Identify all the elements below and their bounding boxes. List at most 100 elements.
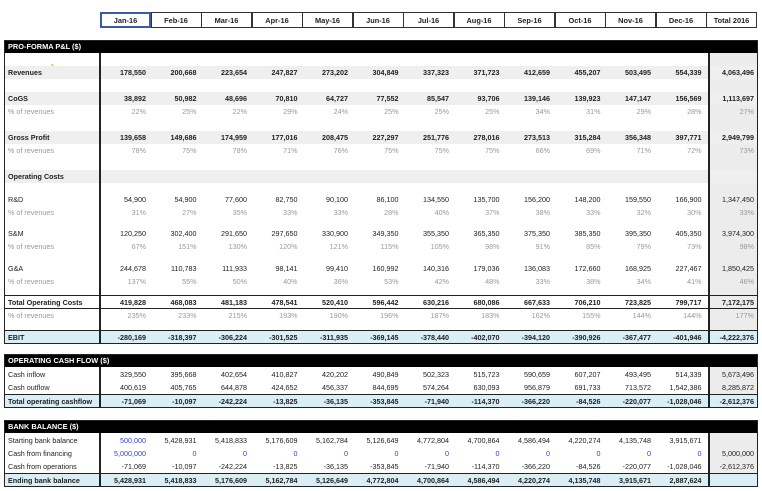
cell-dec-16[interactable]: 41% <box>687 277 702 286</box>
cell-dec-16[interactable]: 144% <box>683 311 702 320</box>
cell-aug-16[interactable]: 48% <box>485 277 500 286</box>
cell-jul-16[interactable]: 251,776 <box>423 133 449 142</box>
column-header-oct-16[interactable]: Oct-16 <box>554 12 606 28</box>
cell-apr-16[interactable]: 98,141 <box>275 264 298 273</box>
cell-total-2016[interactable]: 27% <box>739 107 754 116</box>
cell-jan-16[interactable]: 500,000 <box>120 436 146 445</box>
cell-jul-16[interactable]: 574,264 <box>423 383 449 392</box>
cell-total-2016[interactable]: 1,347,450 <box>722 195 754 204</box>
cell-oct-16[interactable]: 4,135,748 <box>568 476 601 485</box>
column-header-dec-16[interactable]: Dec-16 <box>655 12 707 28</box>
cell-aug-16[interactable]: 4,700,864 <box>467 436 500 445</box>
cell-mar-16[interactable]: 215% <box>228 311 247 320</box>
cell-sep-16[interactable]: 38% <box>535 208 550 217</box>
cell-dec-16[interactable]: 1,542,386 <box>669 383 702 392</box>
cell-total-2016[interactable]: 177% <box>735 311 754 320</box>
cell-feb-16[interactable]: 0 <box>192 449 197 458</box>
cell-sep-16[interactable]: 33% <box>535 277 550 286</box>
cell-nov-16[interactable]: -220,077 <box>622 397 651 406</box>
cell-apr-16[interactable]: 33% <box>283 208 298 217</box>
cell-jun-16[interactable]: -353,845 <box>370 462 399 471</box>
cell-feb-16[interactable]: 55% <box>182 277 197 286</box>
cell-feb-16[interactable]: 149,686 <box>170 133 197 142</box>
cell-may-16[interactable]: 121% <box>329 242 348 251</box>
cell-jul-16[interactable]: 134,550 <box>423 195 449 204</box>
cell-feb-16[interactable]: 395,668 <box>170 370 197 379</box>
cell-may-16[interactable]: 456,337 <box>322 383 348 392</box>
cell-apr-16[interactable]: 297,650 <box>271 229 298 238</box>
cell-jan-16[interactable]: 400,619 <box>120 383 146 392</box>
cell-apr-16[interactable]: 82,750 <box>275 195 298 204</box>
cell-jul-16[interactable]: 85,547 <box>427 94 449 103</box>
cell-oct-16[interactable]: 139,923 <box>574 94 601 103</box>
cell-aug-16[interactable]: 680,086 <box>473 298 500 307</box>
cell-dec-16[interactable]: 554,339 <box>675 68 702 77</box>
cell-oct-16[interactable]: 38% <box>586 277 601 286</box>
cell-apr-16[interactable]: 29% <box>283 107 298 116</box>
cell-may-16[interactable]: -36,135 <box>323 462 348 471</box>
cell-apr-16[interactable]: 5,162,784 <box>265 476 298 485</box>
cell-mar-16[interactable]: 130% <box>228 242 247 251</box>
cell-aug-16[interactable]: 371,723 <box>473 68 500 77</box>
cell-jun-16[interactable]: 490,849 <box>372 370 399 379</box>
cell-may-16[interactable]: -36,135 <box>323 397 348 406</box>
cell-sep-16[interactable]: 273,513 <box>524 133 550 142</box>
cell-oct-16[interactable]: 691,733 <box>574 383 601 392</box>
cell-feb-16[interactable]: 5,428,931 <box>164 436 197 445</box>
cell-jan-16[interactable]: 137% <box>127 277 146 286</box>
cell-mar-16[interactable]: 48,696 <box>225 94 247 103</box>
cell-nov-16[interactable]: 723,825 <box>625 298 651 307</box>
cell-apr-16[interactable]: 177,016 <box>271 133 298 142</box>
cell-may-16[interactable]: 99,410 <box>326 264 348 273</box>
cell-feb-16[interactable]: 110,783 <box>171 264 197 273</box>
column-header-total-2016[interactable]: Total 2016 <box>706 12 757 28</box>
cell-mar-16[interactable]: 78% <box>232 146 247 155</box>
cell-jun-16[interactable] <box>353 170 399 183</box>
cell-aug-16[interactable]: 278,016 <box>473 133 500 142</box>
cell-aug-16[interactable]: 4,586,494 <box>467 476 500 485</box>
cell-mar-16[interactable]: 291,650 <box>221 229 247 238</box>
cell-oct-16[interactable]: 706,210 <box>574 298 601 307</box>
cell-total-2016[interactable]: 98% <box>739 242 754 251</box>
cell-feb-16[interactable]: 25% <box>182 107 197 116</box>
cell-jul-16[interactable]: -71,940 <box>424 397 449 406</box>
cell-jan-16[interactable]: -71,069 <box>121 462 146 471</box>
cell-apr-16[interactable]: 193% <box>279 311 298 320</box>
column-header-aug-16[interactable]: Aug-16 <box>453 12 505 28</box>
cell-mar-16[interactable]: 481,183 <box>221 298 247 307</box>
cell-total-2016[interactable]: 3,974,300 <box>722 229 754 238</box>
column-header-jan-16[interactable]: Jan-16 <box>100 12 151 28</box>
cell-mar-16[interactable]: -306,224 <box>218 333 247 342</box>
cell-sep-16[interactable]: -366,220 <box>521 462 550 471</box>
cell-mar-16[interactable]: 174,959 <box>221 133 247 142</box>
cell-nov-16[interactable]: -367,477 <box>622 333 651 342</box>
cell-nov-16[interactable]: 144% <box>632 311 651 320</box>
cell-dec-16[interactable] <box>656 170 702 183</box>
comment-indicator-icon[interactable]: ● <box>51 62 54 67</box>
cell-sep-16[interactable]: 34% <box>535 107 550 116</box>
cell-sep-16[interactable]: -366,220 <box>521 397 550 406</box>
cell-feb-16[interactable]: 200,668 <box>170 68 197 77</box>
cell-aug-16[interactable]: 183% <box>481 311 500 320</box>
column-header-jun-16[interactable]: Jun-16 <box>352 12 404 28</box>
cell-apr-16[interactable]: 247,827 <box>271 68 298 77</box>
cell-apr-16[interactable]: 120% <box>279 242 298 251</box>
cell-jan-16[interactable]: 78% <box>131 146 146 155</box>
cell-dec-16[interactable]: 0 <box>697 449 702 458</box>
cell-jan-16[interactable]: 178,550 <box>120 68 146 77</box>
cell-jun-16[interactable]: 75% <box>384 146 399 155</box>
cell-jan-16[interactable]: 419,828 <box>120 298 146 307</box>
cell-may-16[interactable]: 64,727 <box>326 94 348 103</box>
column-header-mar-16[interactable]: Mar-16 <box>201 12 252 28</box>
cell-dec-16[interactable]: 156,569 <box>675 94 702 103</box>
cell-feb-16[interactable]: 405,765 <box>170 383 197 392</box>
cell-mar-16[interactable]: 111,933 <box>222 264 247 273</box>
cell-feb-16[interactable]: 468,083 <box>170 298 197 307</box>
cell-sep-16[interactable]: 375,350 <box>524 229 550 238</box>
cell-total-2016[interactable]: 8,285,872 <box>722 383 754 392</box>
cell-jun-16[interactable]: 28% <box>384 208 399 217</box>
cell-sep-16[interactable]: 66% <box>535 146 550 155</box>
cell-aug-16[interactable]: -114,370 <box>471 462 500 471</box>
cell-apr-16[interactable]: 71% <box>283 146 298 155</box>
cell-jun-16[interactable]: 86,100 <box>376 195 399 204</box>
